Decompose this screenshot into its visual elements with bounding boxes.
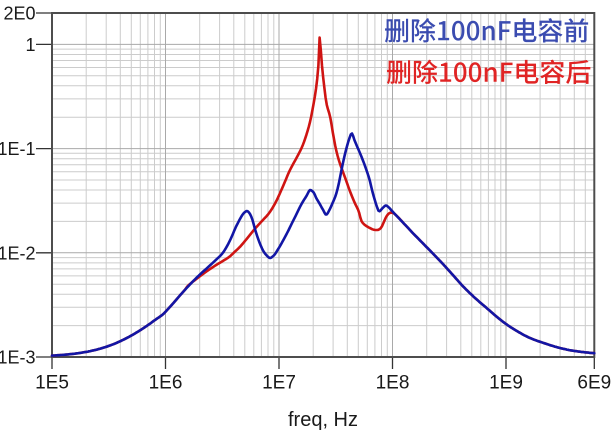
svg-text:1E-1: 1E-1 <box>0 139 36 159</box>
svg-text:1E7: 1E7 <box>262 373 296 394</box>
svg-text:1E-3: 1E-3 <box>0 348 36 368</box>
svg-text:freq, Hz: freq, Hz <box>288 409 358 431</box>
svg-text:1E6: 1E6 <box>149 373 183 394</box>
svg-text:1: 1 <box>25 35 35 55</box>
svg-text:1E8: 1E8 <box>376 373 410 394</box>
svg-text:1E5: 1E5 <box>35 373 69 394</box>
svg-text:2E0: 2E0 <box>3 4 35 24</box>
svg-text:1E9: 1E9 <box>489 373 523 394</box>
svg-text:6E9: 6E9 <box>577 373 611 394</box>
svg-text:1E-2: 1E-2 <box>0 243 36 263</box>
